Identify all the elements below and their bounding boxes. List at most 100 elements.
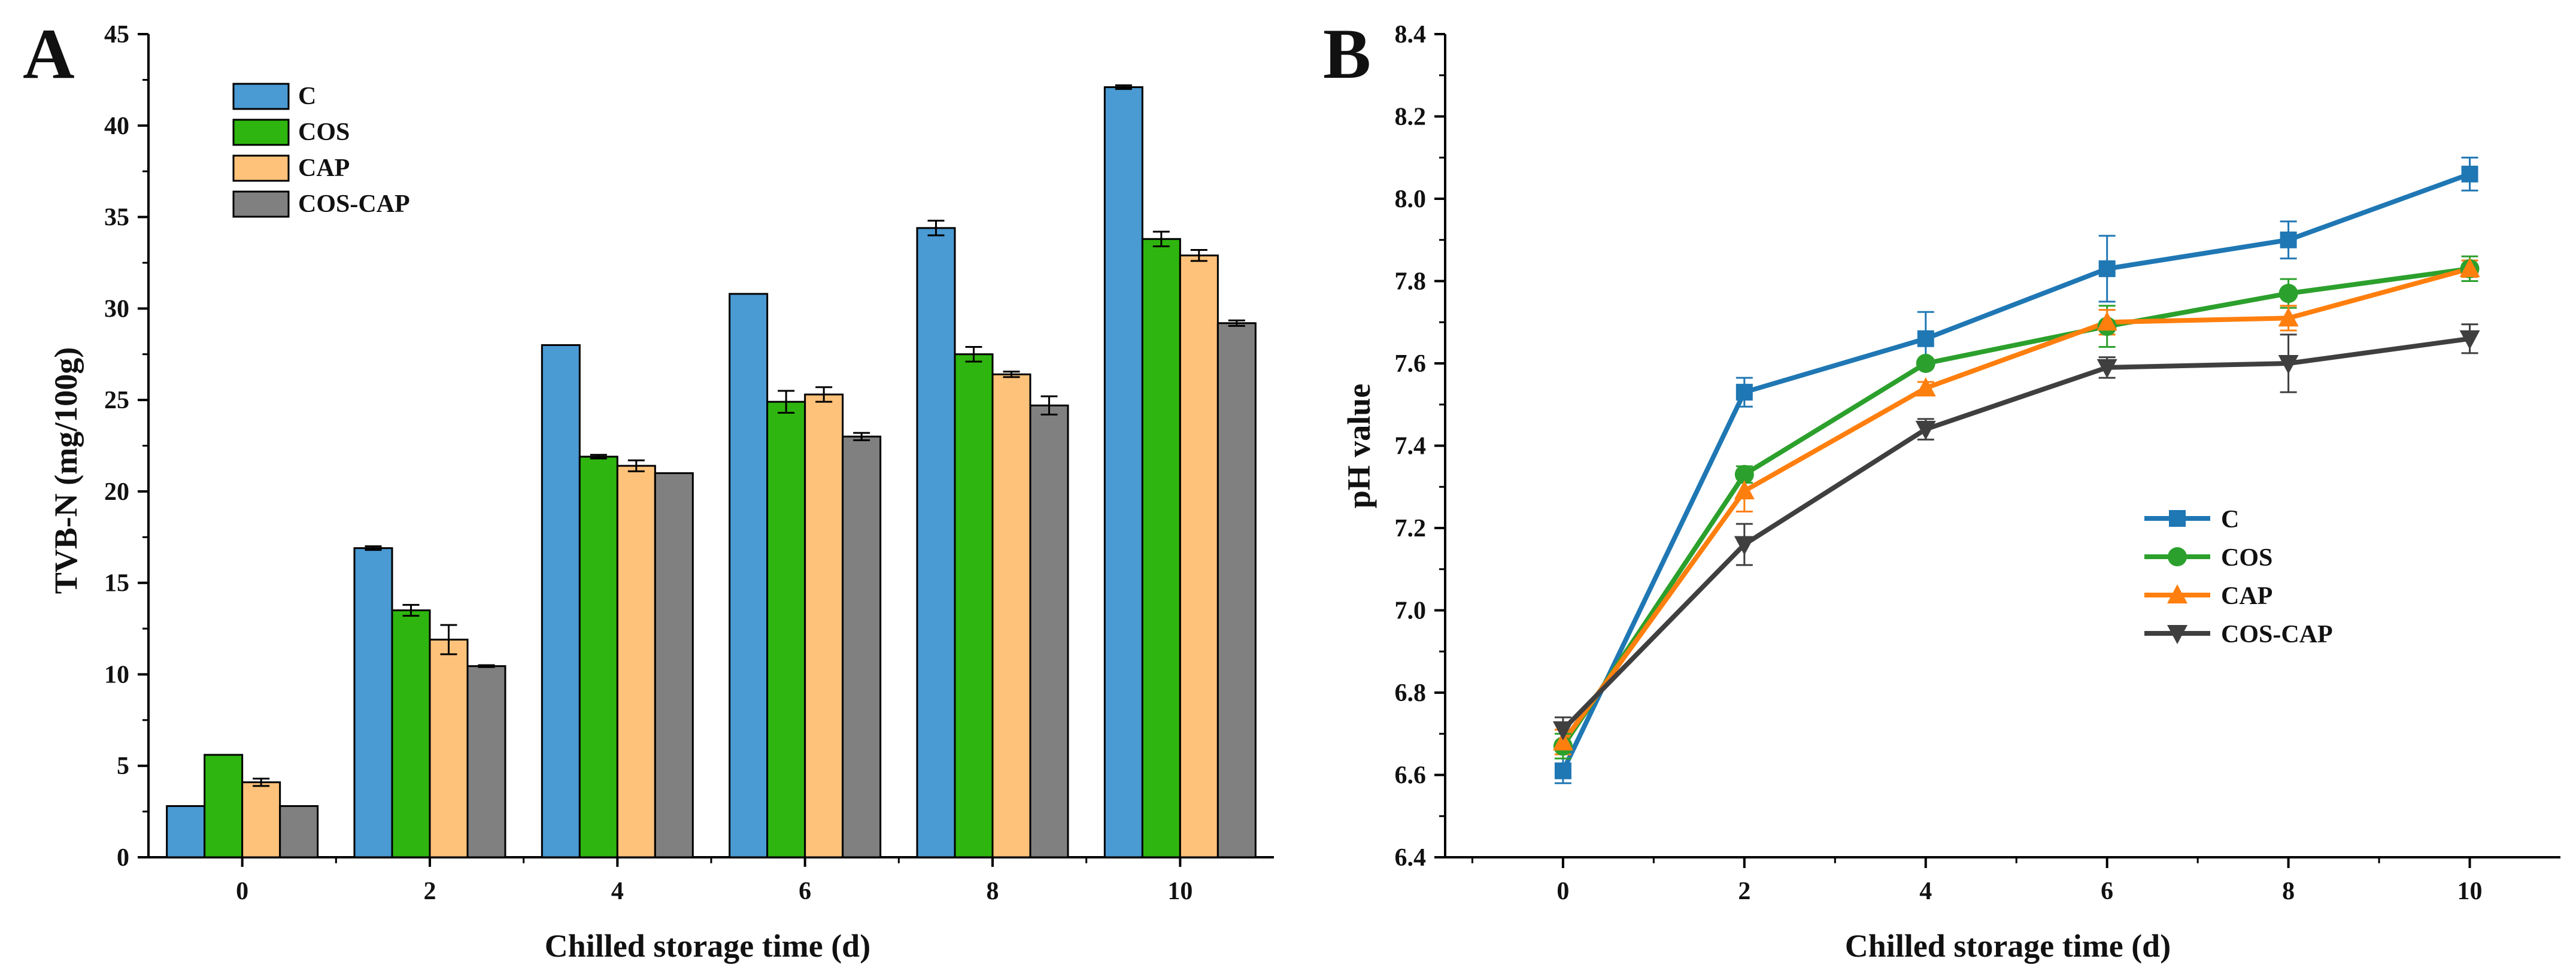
panel-b-x-tick-label: 6 xyxy=(2101,878,2113,905)
point-cos-day-8 xyxy=(2278,284,2298,304)
panel-a-legend: C COS CAP COS-CAP xyxy=(232,83,410,218)
bar-c-day-4 xyxy=(541,344,581,858)
panel-a-y-tick-label: 15 xyxy=(104,570,129,597)
bar-cos-day-2 xyxy=(391,609,431,858)
point-cap-day-0 xyxy=(1552,731,1573,751)
bar-c-day-0 xyxy=(166,805,206,858)
panel-b-legend: C COS CAP COS-CAP xyxy=(2144,506,2333,648)
bar-cos-day-6 xyxy=(766,400,806,858)
panel-a-error-bars xyxy=(253,84,1245,787)
bar-c-day-2 xyxy=(353,547,393,858)
panel-a-y-tick-label: 0 xyxy=(117,844,129,872)
point-cos-cap-day-2 xyxy=(1734,536,1755,556)
point-cap-day-8 xyxy=(2278,307,2299,327)
bar-cap-day-10 xyxy=(1179,254,1219,858)
bar-cos-cap-day-0 xyxy=(279,805,319,858)
panel-b-ticks: 6.4 6.6 6.8 7.0 7.2 7.4 7.6 7.8 8.0 8.2 8.4 0 2 4 6 8 10 xyxy=(1395,21,2483,905)
point-c-day-8 xyxy=(2280,231,2297,248)
panel-b-series-lines xyxy=(1561,171,2471,772)
legend-swatch-c xyxy=(232,83,290,110)
panel-a-x-tick-label: 6 xyxy=(799,878,811,905)
panel-b-y-tick-label: 7.0 xyxy=(1395,597,1427,625)
legend-swatch-cos-cap xyxy=(232,190,290,218)
panel-a-y-tick-label: 20 xyxy=(104,478,129,506)
bar-cos-cap-day-10 xyxy=(1216,322,1257,858)
legend-marker-cos xyxy=(2168,547,2187,566)
bar-cos-day-0 xyxy=(204,754,244,858)
point-cos-cap-day-10 xyxy=(2459,330,2480,350)
bar-cap-day-0 xyxy=(241,781,281,858)
legend-label-c: C xyxy=(298,83,316,110)
bar-cos-cap-day-8 xyxy=(1029,404,1069,858)
point-cos-cap-day-0 xyxy=(1552,721,1573,741)
panel-a-x-tick-label: 10 xyxy=(1167,878,1193,905)
bar-cap-day-8 xyxy=(991,373,1031,858)
point-cos-cap-day-8 xyxy=(2278,355,2299,374)
panel-a-x-tick-label: 0 xyxy=(236,878,248,905)
panel-a-y-tick-label: 5 xyxy=(117,753,129,780)
panel-b-y-tick-label: 7.6 xyxy=(1395,350,1427,378)
panel-a-y-tick-label: 40 xyxy=(104,113,129,140)
point-c-day-10 xyxy=(2461,165,2478,183)
panel-b-y-tick-label: 6.8 xyxy=(1395,679,1427,707)
point-cap-day-6 xyxy=(2096,311,2117,331)
panel-a-x-tick-label: 4 xyxy=(611,878,624,905)
legend-label-cos: COS xyxy=(2221,544,2272,572)
panel-b-y-tick-label: 7.4 xyxy=(1395,433,1427,460)
bar-cos-day-10 xyxy=(1141,238,1181,858)
panel-a-y-tick-label: 10 xyxy=(104,661,129,688)
panel-b-line-chart: B 6.4 6.6 6.8 7.0 7.2 7.4 7.6 7.8 8.0 8.2 8.4 0 2 4 6 8… xyxy=(1323,14,2560,964)
legend-label-c: C xyxy=(2221,506,2239,533)
panel-b-y-tick-label: 8.0 xyxy=(1395,186,1427,213)
panel-a-x-axis-title: Chilled storage time (d) xyxy=(545,928,870,964)
panel-b-x-tick-label: 2 xyxy=(1738,878,1750,905)
legend-swatch-cos xyxy=(232,119,290,146)
point-cos-cap-day-6 xyxy=(2096,359,2117,378)
legend-marker-cos-cap xyxy=(2167,625,2187,644)
series-line-c xyxy=(1561,171,2471,772)
panel-b-y-tick-label: 7.2 xyxy=(1395,515,1427,542)
panel-a-y-axis-title: TVB-N (mg/100g) xyxy=(48,347,84,594)
legend-marker-c xyxy=(2169,510,2186,527)
point-cos-day-2 xyxy=(1734,465,1754,484)
series-line-cos xyxy=(1561,266,2471,748)
panel-a-y-tick-label: 35 xyxy=(104,204,129,232)
panel-b-label: B xyxy=(1323,14,1371,93)
panel-a-label: A xyxy=(23,14,75,93)
panel-a-y-tick-label: 30 xyxy=(104,295,129,323)
legend-swatch-cap xyxy=(232,154,290,182)
bar-cos-day-8 xyxy=(954,353,994,858)
panel-a-x-tick-label: 8 xyxy=(987,878,999,905)
panel-a-y-tick-label: 45 xyxy=(104,21,129,48)
panel-b-x-tick-label: 0 xyxy=(1556,878,1569,905)
panel-b-y-axis-title: pH value xyxy=(1341,384,1377,509)
point-cos-day-4 xyxy=(1916,354,1935,373)
bar-cos-day-4 xyxy=(578,456,618,858)
bar-c-day-6 xyxy=(729,293,769,858)
panel-b-y-tick-label: 6.4 xyxy=(1395,844,1427,872)
panel-b-markers xyxy=(1552,165,2480,779)
legend-marker-cap xyxy=(2167,584,2187,603)
panel-b-x-tick-label: 8 xyxy=(2282,878,2295,905)
bar-cos-cap-day-2 xyxy=(466,665,506,858)
point-cos-cap-day-4 xyxy=(1915,421,1936,440)
bar-cap-day-2 xyxy=(429,638,469,858)
point-c-day-2 xyxy=(1735,384,1753,401)
legend-label-cap: CAP xyxy=(2221,582,2272,610)
panel-a-bars xyxy=(166,86,1257,858)
series-line-cos-cap xyxy=(1561,336,2471,732)
point-c-day-6 xyxy=(2098,260,2116,277)
panel-a-ticks: 0 5 10 15 20 25 30 35 40 45 0 2 4 6 8 10 xyxy=(104,21,1193,905)
panel-a-y-tick-label: 25 xyxy=(104,387,129,414)
panel-b-x-axis-title: Chilled storage time (d) xyxy=(1845,928,2171,964)
point-c-day-4 xyxy=(1917,330,1934,347)
panel-a-x-tick-label: 2 xyxy=(424,878,436,905)
legend-label-cos-cap: COS-CAP xyxy=(298,190,410,218)
panel-b-y-tick-label: 6.6 xyxy=(1395,762,1427,790)
panel-b-y-tick-label: 8.4 xyxy=(1395,21,1427,48)
bar-cos-cap-day-4 xyxy=(654,472,694,858)
point-c-day-0 xyxy=(1554,762,1571,779)
panel-b-y-tick-label: 8.2 xyxy=(1395,104,1427,131)
point-cap-day-4 xyxy=(1915,377,1936,397)
